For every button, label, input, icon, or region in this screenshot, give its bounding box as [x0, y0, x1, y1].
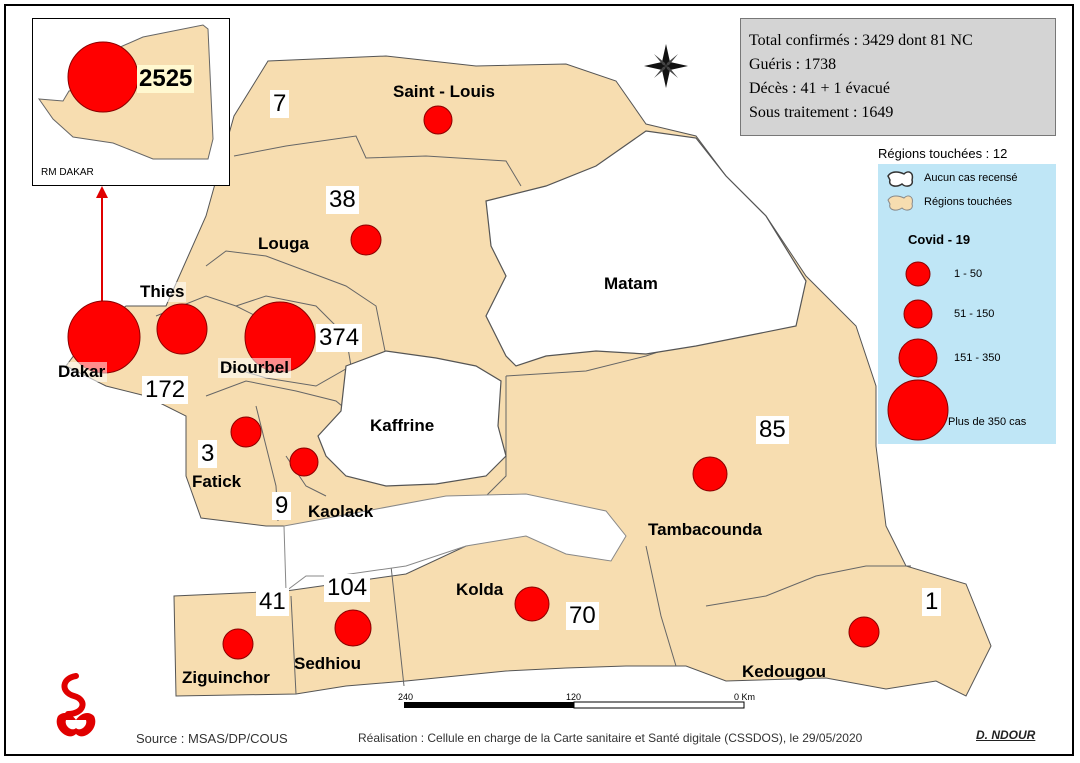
label-saint-louis: Saint - Louis: [393, 82, 495, 101]
legend-circle-medium: [903, 299, 933, 329]
legend-circle-xlarge: [887, 379, 949, 441]
bubble-louga: [350, 224, 382, 256]
count-ziguinchor: 41: [256, 588, 289, 616]
label-kaolack: Kaolack: [308, 502, 374, 521]
senegal-map: [56, 44, 992, 737]
count-kolda: 70: [566, 602, 599, 630]
bubble-fatick: [230, 416, 262, 448]
bubble-saint-louis: [423, 105, 453, 135]
count-kaolack: 9: [272, 492, 292, 520]
bubble-kedougou: [848, 616, 880, 648]
label-kedougou: Kedougou: [742, 662, 827, 681]
arrow-head: [96, 186, 108, 198]
region-matam-shape: [485, 130, 807, 367]
legend-circle-large: [898, 338, 938, 378]
footer-credit: Réalisation : Cellule en charge de la Ca…: [358, 731, 863, 745]
label-diourbel: Diourbel: [218, 358, 291, 378]
label-matam: Matam: [604, 274, 658, 293]
region-kaffrine-shape: [317, 350, 507, 487]
footer-source: Source : MSAS/DP/COUS: [136, 731, 288, 746]
map-frame: 2525 RM DAKAR Saint - Louis 7 Louga 38 T…: [4, 4, 1074, 756]
count-kedougou: 1: [922, 588, 942, 616]
legend-class-2: 51 - 150: [954, 308, 995, 320]
bubble-kaolack: [289, 447, 319, 477]
bubble-ziguinchor: [222, 628, 254, 660]
label-louga: Louga: [258, 234, 309, 253]
count-saint-louis: 7: [270, 90, 290, 118]
legend-symbols: [887, 171, 949, 441]
count-sedhiou: 104: [324, 574, 371, 602]
stat-deaths: Décès : 41 + 1 évacué: [749, 80, 890, 97]
legend-regions-touched: Régions touchées : 12: [878, 146, 1008, 161]
label-dakar: Dakar: [56, 362, 108, 382]
bubble-thies: [156, 303, 208, 355]
legend-touched: Régions touchées: [924, 196, 1013, 208]
case-bubbles: [67, 105, 880, 660]
bubble-sedhiou: [334, 609, 372, 647]
stats-box: Total confirmés : 3429 dont 81 NC Guéris…: [740, 18, 1056, 136]
scale-bar: [404, 701, 745, 709]
label-kaffrine: Kaffrine: [370, 416, 435, 435]
legend-panel: Aucun cas recensé Régions touchées Covid…: [878, 164, 1056, 444]
label-tambacounda: Tambacounda: [648, 520, 762, 539]
dakar-inset: 2525 RM DAKAR: [32, 18, 230, 186]
label-fatick: Fatick: [192, 472, 242, 491]
count-tambacounda: 85: [756, 416, 789, 444]
footer-author: D. NDOUR: [976, 728, 1036, 742]
label-kolda: Kolda: [456, 580, 504, 599]
count-diourbel: 374: [316, 324, 363, 352]
scale-label-right: 0 Km: [734, 692, 756, 702]
bubble-kolda: [514, 586, 550, 622]
dakar-inset-map: [37, 24, 214, 160]
stat-under-treatment: Sous traitement : 1649: [749, 104, 894, 121]
no-case-swatch-icon: [887, 171, 914, 187]
label-thies: Thies: [138, 282, 187, 302]
legend-class-1: 1 - 50: [954, 268, 983, 280]
north-arrow-icon: [644, 44, 688, 88]
inset-label: RM DAKAR: [41, 167, 94, 178]
count-fatick: 3: [198, 440, 218, 468]
label-ziguinchor: Ziguinchor: [182, 668, 270, 687]
bubble-tambacounda: [692, 456, 728, 492]
legend-no-case: Aucun cas recensé: [924, 172, 1018, 184]
stat-recovered: Guéris : 1738: [749, 56, 837, 73]
count-thies: 172: [142, 376, 189, 404]
gambia-gap: [283, 493, 627, 592]
legend-circle-small: [905, 261, 931, 287]
stat-total: Total confirmés : 3429 dont 81 NC: [749, 32, 973, 49]
scale-label-left: 240: [398, 692, 414, 702]
count-louga: 38: [326, 186, 359, 214]
legend-class-3: 151 - 350: [954, 352, 1001, 364]
ministry-logo-icon: [56, 673, 96, 737]
legend-covid-title: Covid - 19: [908, 232, 971, 247]
scale-label-mid: 120: [566, 692, 582, 702]
touched-swatch-icon: [887, 195, 913, 211]
inset-count: 2525: [137, 65, 195, 93]
label-sedhiou: Sedhiou: [294, 654, 362, 673]
legend-class-4: Plus de 350 cas: [948, 416, 1027, 428]
